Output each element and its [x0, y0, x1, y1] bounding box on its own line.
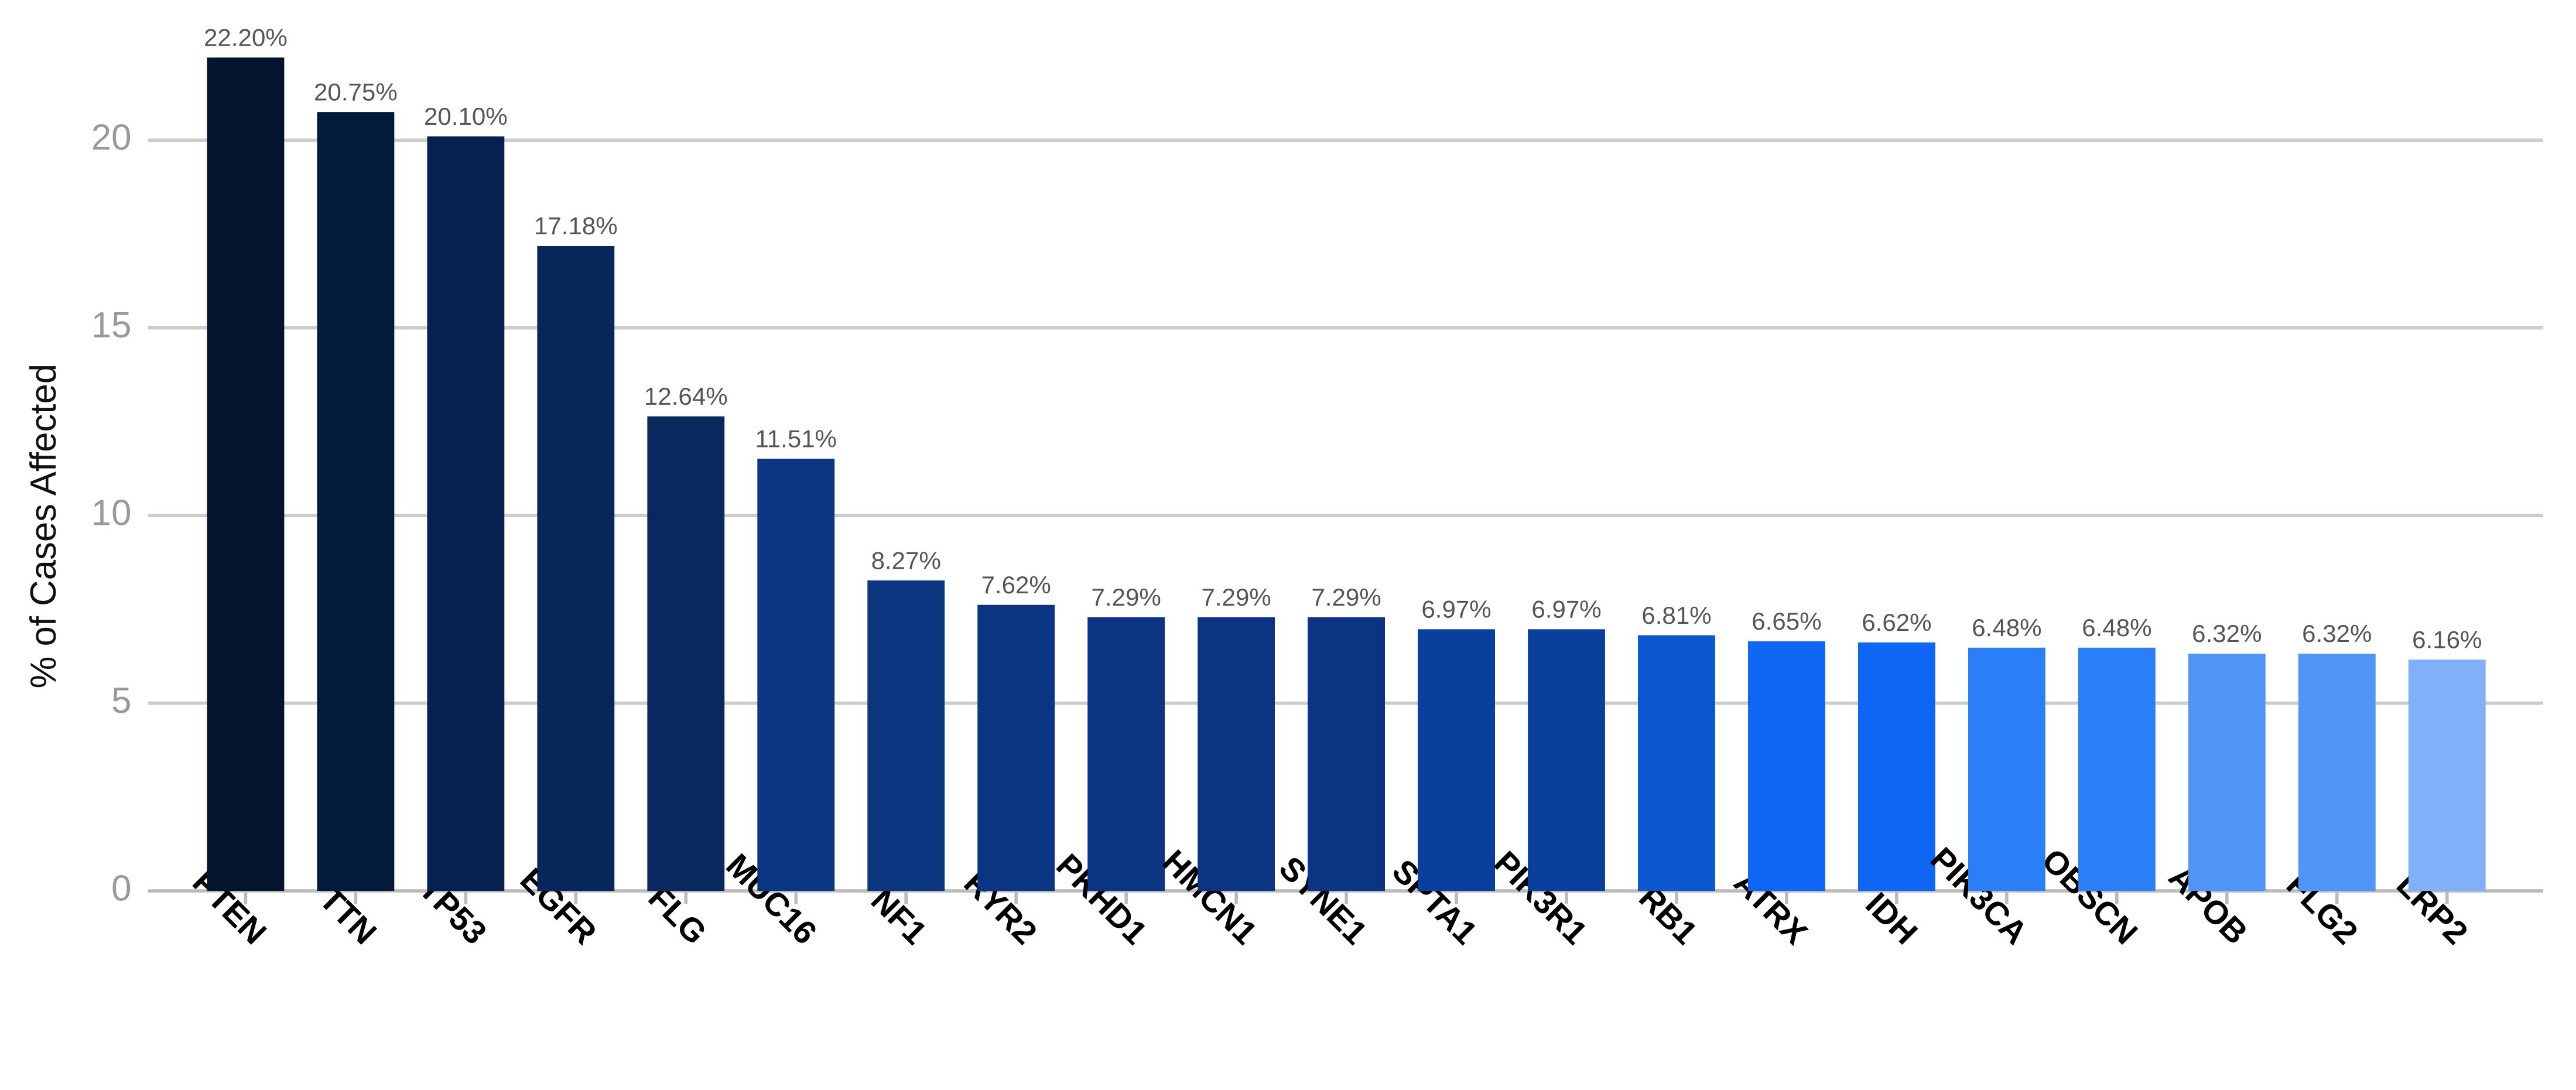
bar: [867, 580, 945, 891]
value-label: 6.48%: [2082, 614, 2151, 641]
bar: [2078, 647, 2156, 891]
value-label: 6.65%: [1751, 607, 1821, 635]
value-label: 7.29%: [1201, 583, 1271, 611]
bar: [1528, 629, 1605, 891]
bar: [647, 416, 725, 891]
bar: [1308, 617, 1386, 891]
bar: [1198, 617, 1275, 891]
bar: [317, 112, 395, 891]
bar: [977, 604, 1055, 891]
value-label: 20.10%: [424, 102, 508, 130]
bar: [2408, 660, 2486, 891]
y-tick-label: 10: [91, 493, 132, 533]
value-label: 8.27%: [871, 546, 941, 574]
bar: [1748, 641, 1825, 891]
bar: [1858, 642, 1935, 891]
value-label: 11.51%: [755, 425, 837, 453]
bar: [2298, 654, 2376, 891]
bar: [537, 245, 615, 891]
value-label: 6.81%: [1641, 602, 1711, 629]
bar: [1638, 635, 1715, 891]
bar: [2188, 654, 2266, 891]
value-label: 6.97%: [1531, 596, 1601, 623]
value-label: 20.75%: [314, 78, 398, 105]
x-tick-label: IDH: [1859, 885, 1925, 951]
value-label: 7.29%: [1311, 583, 1381, 611]
value-label: 22.20%: [204, 24, 288, 52]
bar: [427, 136, 505, 891]
value-label: 6.48%: [1972, 614, 2041, 641]
value-label: 6.32%: [2302, 620, 2372, 647]
bar: [1418, 629, 1495, 891]
y-axis-label: % of Cases Affected: [23, 364, 64, 689]
bar: [1968, 647, 2045, 891]
value-label: 6.32%: [2192, 620, 2262, 647]
value-label: 6.16%: [2412, 626, 2482, 654]
value-label: 7.29%: [1092, 583, 1161, 611]
value-label: 17.18%: [534, 212, 618, 240]
y-tick-label: 0: [111, 868, 131, 908]
bar: [207, 57, 285, 891]
y-tick-label: 5: [111, 681, 131, 721]
value-label: 6.97%: [1421, 596, 1491, 623]
y-tick-label: 20: [91, 118, 132, 158]
value-label: 12.64%: [644, 382, 728, 410]
value-label: 6.62%: [1862, 609, 1931, 636]
y-tick-label: 15: [91, 305, 132, 346]
bar: [1087, 617, 1165, 891]
value-label: 7.62%: [981, 571, 1051, 599]
bar: [757, 459, 835, 891]
